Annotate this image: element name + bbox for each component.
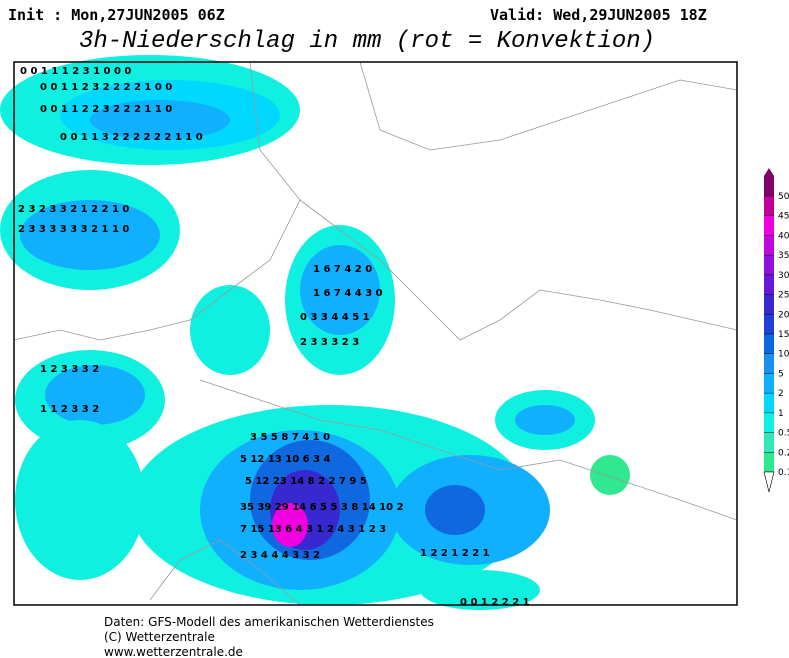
- legend-swatch: [764, 294, 774, 315]
- footer-line: (C) Wetterzentrale: [104, 630, 215, 644]
- color-legend: 0.10.20.5125101520253035404550: [763, 168, 789, 493]
- coastlines: [13, 61, 738, 606]
- legend-swatch: [764, 432, 774, 453]
- legend-label: 20: [778, 310, 789, 320]
- legend-swatch: [764, 334, 774, 354]
- precip-value-row: 1 6 7 4 2 0: [313, 264, 372, 275]
- legend-label: 1: [778, 409, 784, 419]
- legend-swatch: [764, 353, 774, 374]
- legend-swatch: [764, 412, 774, 433]
- legend-swatch: [764, 314, 774, 334]
- precip-value-row: 7 15 13 6 4 3 1 2 4 3 1 2 3: [240, 524, 386, 535]
- legend-label: 0.2: [778, 448, 789, 458]
- precip-fields: [0, 55, 630, 610]
- legend-top-arrow: [764, 168, 774, 176]
- legend-label: 15: [778, 330, 789, 340]
- precip-value-row: 2 3 2 3 3 2 1 2 2 1 0: [18, 204, 129, 215]
- precip-value-row: 0 0 1 1 2 2 3 2 2 2 1 1 0: [40, 104, 172, 115]
- legend-swatch: [764, 274, 774, 295]
- legend-swatch: [764, 255, 774, 275]
- precip-value-row: 0 0 1 1 1 2 3 1 0 0 0: [20, 66, 131, 77]
- footer-line: www.wetterzentrale.de: [104, 645, 243, 658]
- precip-values: 0 0 1 1 1 2 3 1 0 0 0 0 0 1 1 2 3 2 2 2 2…: [18, 66, 530, 608]
- legend-swatch: [764, 235, 774, 256]
- map-area: 0 0 1 1 1 2 3 1 0 0 0 0 0 1 1 2 3 2 2 2 2…: [0, 55, 738, 610]
- legend-label: 0.1: [778, 468, 789, 478]
- legend-bottom-arrow: [763, 471, 775, 493]
- footer-line: Daten: GFS-Modell des amerikanischen Wet…: [104, 615, 434, 629]
- precip-value-row: 1 1 2 3 3 2: [40, 404, 99, 415]
- legend-label: 2: [778, 389, 784, 399]
- precip-value-row: 1 2 3 3 3 2: [40, 364, 99, 375]
- precip-value-row: 0 0 1 2 2 2 1: [460, 597, 530, 608]
- legend-label: 45: [778, 212, 789, 222]
- precip-value-row: 2 3 3 3 3 3 3 2 1 1 0: [18, 224, 129, 235]
- legend-swatch: [764, 373, 774, 394]
- legend-swatch: [764, 393, 774, 413]
- legend-label: 30: [778, 271, 789, 281]
- legend-label: 50: [778, 192, 789, 202]
- precip-value-row: 0 3 3 4 4 5 1: [300, 312, 370, 323]
- precip-value-row: 1 6 7 4 4 3 0: [313, 288, 383, 299]
- precip-value-row: 2 3 4 4 4 3 3 2: [240, 550, 320, 561]
- legend-label: 40: [778, 231, 789, 241]
- map-title: 3h-Niederschlag in mm (rot = Konvektion): [79, 28, 655, 55]
- map-frame: [13, 61, 738, 606]
- legend-label: 10: [778, 350, 789, 360]
- precip-value-row: 1 2 2 1 2 2 1: [420, 548, 490, 559]
- legend-swatch: [764, 196, 774, 216]
- legend-swatch: [764, 176, 774, 196]
- legend-label: 25: [778, 291, 789, 301]
- precip-value-row: 35 39 29 14 6 5 5 3 8 14 10 2: [240, 502, 404, 513]
- precip-value-row: 3 5 5 8 7 4 1 0: [250, 432, 330, 443]
- precip-value-row: 5 12 13 10 6 3 4: [240, 454, 331, 465]
- legend-swatch: [764, 452, 774, 472]
- precip-value-row: 0 0 1 1 2 3 2 2 2 2 1 0 0: [40, 82, 172, 93]
- precip-value-row: 0 0 1 1 3 2 2 2 2 2 2 1 1 0: [60, 132, 203, 143]
- legend-label: 35: [778, 251, 789, 261]
- precip-value-row: 5 12 23 14 8 2 2 7 9 5: [245, 476, 367, 487]
- legend-label: 5: [778, 369, 784, 379]
- init-time: Init : Mon,27JUN2005 06Z: [8, 6, 225, 24]
- legend-label: 0.5: [778, 429, 789, 439]
- valid-time: Valid: Wed,29JUN2005 18Z: [490, 6, 707, 24]
- precip-value-row: 2 3 3 3 2 3: [300, 337, 359, 348]
- legend-swatch: [764, 215, 774, 236]
